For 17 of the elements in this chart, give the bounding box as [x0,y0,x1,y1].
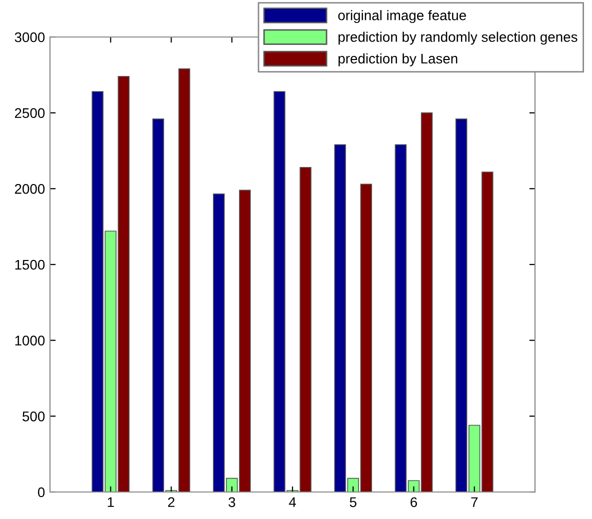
x-tick-label: 5 [350,497,356,508]
y-tick-label: 2500 [14,108,45,118]
x-tick-label: 3 [228,497,236,508]
x-tick-label: 4 [288,497,296,507]
x-tick-label: 7 [471,497,478,507]
legend-label: prediction by randomly selection genes [338,32,578,45]
y-tick-label: 1500 [15,260,45,270]
legend-label: original image featue [338,10,466,24]
y-tick-label: 3000 [14,32,45,42]
legend-label: prediction by Lasen [338,53,458,66]
y-tick-label: 500 [22,412,45,422]
y-tick-label: 0 [38,487,45,498]
x-tick-label: 1 [108,497,114,507]
y-tick-label: 2000 [14,184,45,194]
x-tick-label: 2 [168,497,174,507]
y-tick-label: 1000 [15,336,45,346]
x-tick-label: 6 [410,497,417,508]
